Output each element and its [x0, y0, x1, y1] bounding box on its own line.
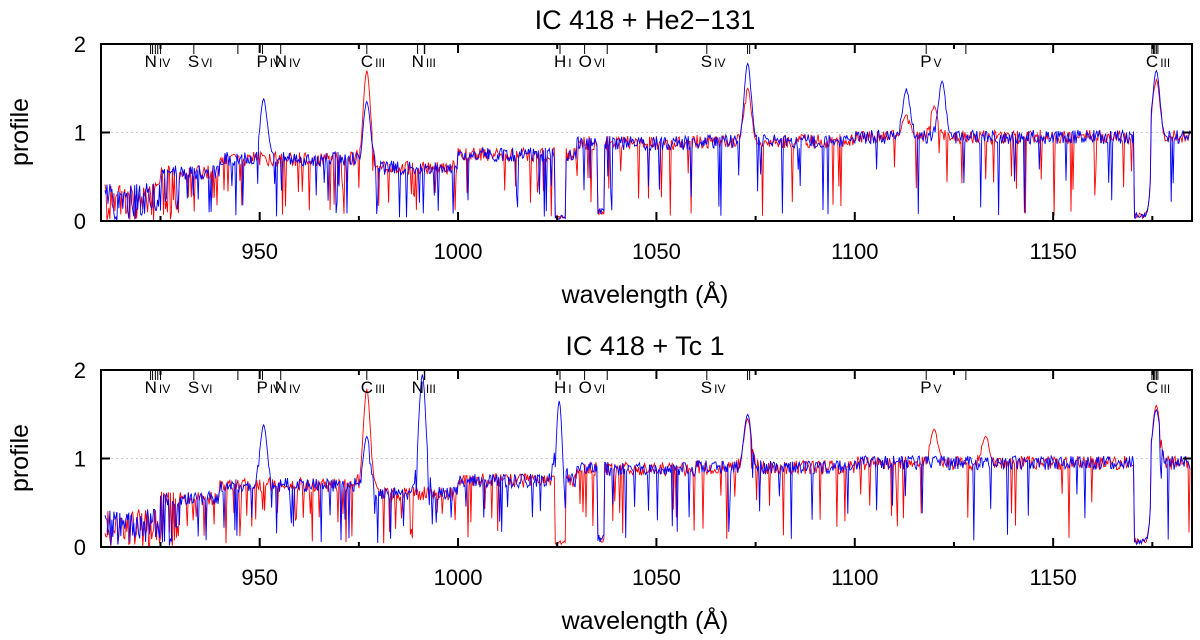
x-tick-label: 950 [241, 565, 278, 590]
line-id-label: C III [1146, 378, 1170, 397]
line-id-label: N IV [145, 378, 171, 397]
line-id-label: P IV [256, 378, 281, 397]
x-tick-label: 1150 [1029, 239, 1076, 264]
y-tick-label: 1 [74, 121, 86, 146]
line-id-label: C III [361, 378, 385, 397]
line-id-label: C III [1146, 52, 1170, 71]
y-axis-title: profile [6, 98, 34, 166]
x-axis-title: wavelength (Å) [561, 605, 729, 635]
y-tick-label: 0 [74, 209, 86, 234]
line-id-label: C III [361, 52, 385, 71]
line-id-label: S VI [188, 378, 213, 397]
y-axis-title: profile [6, 424, 34, 492]
x-tick-label: 1050 [632, 239, 681, 264]
panel-tc1: IC 418 + Tc 1 wavelength (Å) profile 950… [6, 331, 1193, 635]
series-line-blue [104, 374, 1191, 546]
series-line-blue [104, 62, 1191, 221]
line-id-label: O VI [579, 52, 606, 71]
series-line-red [104, 70, 1191, 221]
x-tick-label: 1150 [1029, 565, 1076, 590]
line-id-label: O VI [579, 378, 606, 397]
panel-title: IC 418 + Tc 1 [565, 331, 724, 361]
x-tick-label: 1100 [831, 239, 878, 264]
line-id-label: N III [412, 378, 436, 397]
line-id-label: S VI [188, 52, 213, 71]
line-id-label: S IV [701, 378, 726, 397]
x-axis-title: wavelength (Å) [561, 279, 729, 309]
y-tick-label: 0 [74, 535, 86, 560]
line-id-label: N IV [145, 52, 171, 71]
line-id-label: N IV [275, 52, 301, 71]
line-id-label: P IV [256, 52, 281, 71]
x-tick-label: 1050 [632, 565, 681, 590]
x-tick-label: 1000 [434, 565, 483, 590]
x-tick-label: 1000 [434, 239, 483, 264]
panel-he2-131: IC 418 + He2−131 wavelength (Å) profile … [6, 5, 1193, 309]
x-tick-label: 1100 [831, 565, 878, 590]
y-tick-label: 2 [74, 358, 86, 383]
line-id-label: N IV [275, 378, 301, 397]
y-tick-label: 2 [74, 32, 86, 57]
x-tick-label: 950 [241, 239, 278, 264]
line-id-label: S IV [701, 52, 726, 71]
y-tick-label: 1 [74, 447, 86, 472]
panel-title: IC 418 + He2−131 [535, 5, 756, 35]
line-id-label: N III [412, 52, 436, 71]
